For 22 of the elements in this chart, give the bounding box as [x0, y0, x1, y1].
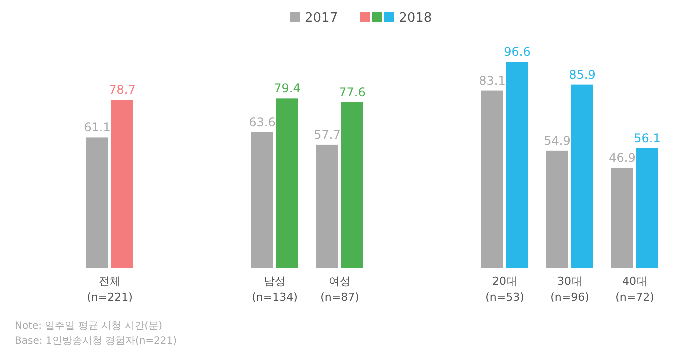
- legend-label: 2018: [399, 11, 432, 26]
- x-tick-label: 30대 (n=96): [550, 275, 590, 304]
- x-tick-label: 전체 (n=221): [87, 275, 133, 304]
- legend-label: 2017: [305, 11, 338, 26]
- data-label: 79.4: [274, 82, 301, 96]
- x-tick-label: 40대 (n=72): [616, 275, 654, 304]
- text: Note: 일주일 평균 시청 시간(분): [15, 321, 163, 332]
- data-label: 54.9: [544, 134, 571, 148]
- data-label: 96.6: [504, 45, 531, 59]
- x-tick-label: 여성 (n=87): [320, 275, 360, 304]
- data-label: 57.7: [314, 128, 341, 142]
- data-label: 46.9: [609, 150, 636, 165]
- data-label: 61.1: [84, 120, 111, 135]
- data-label: 83.1: [479, 74, 506, 88]
- data-label: 77.6: [339, 86, 366, 100]
- text: Base: 1인방송시청 경험자(n=221): [15, 336, 178, 347]
- x-tick-label: 남성 (n=134): [252, 275, 298, 304]
- data-label: 56.1: [634, 131, 661, 146]
- data-label: 85.9: [569, 68, 596, 82]
- data-label: 63.6: [249, 115, 276, 130]
- data-label: 78.7: [109, 83, 136, 98]
- x-tick-label: 20대 (n=53): [486, 275, 524, 304]
